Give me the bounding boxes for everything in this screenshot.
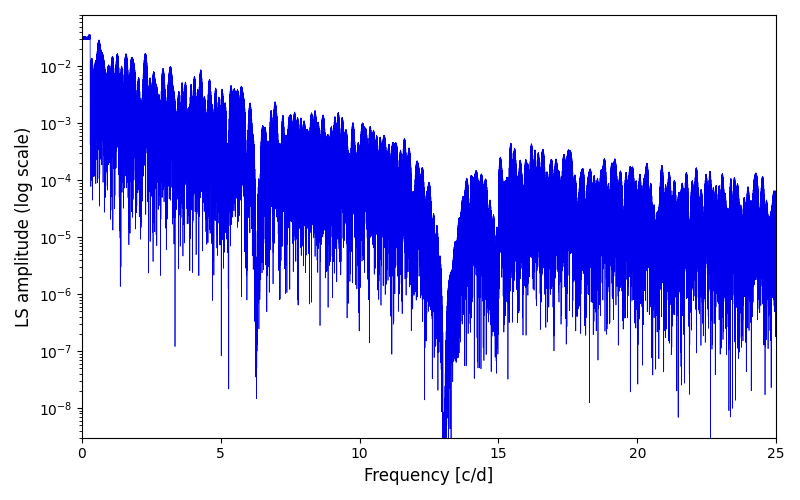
- X-axis label: Frequency [c/d]: Frequency [c/d]: [364, 467, 494, 485]
- Y-axis label: LS amplitude (log scale): LS amplitude (log scale): [15, 126, 33, 326]
